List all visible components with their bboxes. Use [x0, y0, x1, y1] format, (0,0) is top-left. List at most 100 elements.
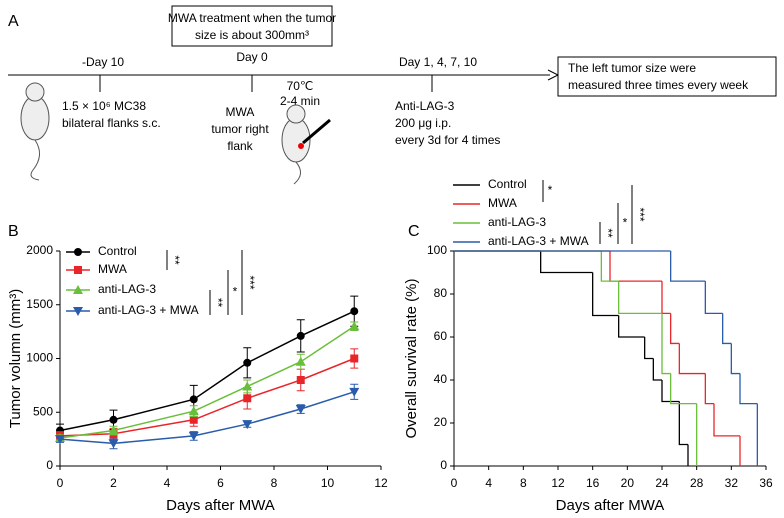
y-tick-label: 0 — [440, 458, 447, 472]
marker — [188, 431, 199, 441]
step-text: 70℃ — [287, 79, 314, 93]
significance-label: * — [233, 285, 238, 299]
timepoint: Day 1, 4, 7, 10 — [399, 55, 477, 69]
marker — [55, 435, 65, 445]
panel-label: A — [8, 13, 19, 30]
data-line — [59, 310, 355, 432]
significance-label: *** — [633, 207, 647, 221]
y-axis-label: Tumor volumn (mm³) — [7, 289, 24, 428]
marker — [350, 307, 359, 316]
legend-label: anti-LAG-3 + MWA — [488, 234, 589, 248]
survival-step — [670, 251, 706, 282]
x-axis-label: Days after MWA — [166, 497, 275, 514]
panel-label: C — [408, 223, 420, 240]
x-tick-label: 0 — [57, 476, 64, 490]
marker — [189, 395, 198, 404]
survival-step — [704, 281, 723, 314]
significance-label: ** — [601, 228, 615, 238]
marker — [108, 439, 119, 449]
survival-step — [704, 373, 714, 405]
marker — [73, 307, 83, 316]
marker — [295, 405, 306, 415]
marker — [189, 415, 198, 424]
marker — [243, 358, 252, 367]
y-tick-label: 100 — [427, 243, 447, 257]
significance-label: * — [548, 183, 553, 197]
marker — [349, 387, 360, 397]
step-text: MWA — [226, 105, 255, 119]
legend-label: MWA — [98, 262, 127, 276]
legend-label: Control — [98, 244, 137, 258]
y-tick-label: 60 — [434, 329, 448, 343]
survival-step — [661, 380, 680, 403]
survival-step — [670, 313, 680, 345]
survival-step — [730, 343, 740, 375]
survival-step — [652, 358, 662, 381]
legend-label: anti-LAG-3 — [98, 282, 156, 296]
x-tick-label: 6 — [217, 476, 224, 490]
timepoint: Day 0 — [236, 50, 268, 64]
marker — [109, 415, 118, 424]
y-tick-label: 1000 — [26, 351, 53, 365]
mouse-icon — [20, 82, 50, 181]
marker — [108, 425, 119, 435]
significance-label: ** — [168, 255, 182, 265]
y-axis-label: Overall survival rate (%) — [403, 278, 420, 438]
x-tick-label: 8 — [271, 476, 278, 490]
step-text: Anti-LAG-3 — [395, 99, 455, 113]
data-line — [59, 357, 355, 437]
survival-step — [592, 272, 619, 317]
marker — [188, 406, 199, 416]
x-tick-label: 20 — [621, 476, 635, 490]
significance-label: ** — [211, 298, 225, 308]
survival-step — [644, 337, 654, 360]
box-text: MWA treatment when the tumor — [168, 11, 336, 25]
survival-step — [618, 315, 645, 338]
step-text: every 3d for 4 times — [395, 133, 500, 147]
survival-step — [618, 281, 662, 314]
marker — [243, 394, 252, 403]
survival-step — [609, 251, 662, 282]
y-tick-label: 2000 — [26, 243, 53, 257]
marker — [349, 321, 360, 331]
marker — [242, 420, 253, 430]
step-text: 200 μg i.p. — [395, 116, 451, 130]
data-line — [59, 325, 355, 439]
data-line — [59, 391, 355, 445]
marker — [242, 381, 253, 391]
legend-label: anti-LAG-3 + MWA — [98, 303, 199, 317]
result-box — [557, 56, 777, 97]
y-tick-label: 500 — [33, 404, 53, 418]
step-text: 1.5 × 10⁶ MC38 — [62, 99, 146, 113]
marker — [350, 354, 359, 363]
x-axis-label: Days after MWA — [556, 497, 665, 514]
step-text: tumor right — [211, 122, 269, 136]
x-tick-label: 12 — [374, 476, 388, 490]
treatment-box — [171, 5, 333, 47]
panel-label: B — [8, 223, 19, 240]
x-tick-label: 36 — [759, 476, 773, 490]
legend-label: anti-LAG-3 — [488, 215, 546, 229]
timepoint: -Day 10 — [82, 55, 124, 69]
marker — [74, 248, 82, 256]
y-tick-label: 40 — [434, 372, 448, 386]
x-tick-label: 12 — [551, 476, 565, 490]
step-text: bilateral flanks s.c. — [62, 116, 161, 130]
x-tick-label: 28 — [690, 476, 704, 490]
x-tick-label: 2 — [110, 476, 117, 490]
box-text: size is about 300mm³ — [195, 28, 309, 42]
survival-step — [540, 251, 593, 274]
x-tick-label: 32 — [725, 476, 739, 490]
y-tick-label: 20 — [434, 415, 448, 429]
survival-step — [661, 313, 671, 375]
marker — [74, 266, 82, 274]
y-tick-label: 80 — [434, 286, 448, 300]
mouse-icon — [281, 104, 331, 185]
survival-step — [678, 401, 688, 446]
survival-step — [600, 251, 619, 282]
box-text: The left tumor size were — [568, 61, 696, 75]
x-tick-label: 4 — [485, 476, 492, 490]
step-text: 2-4 min — [280, 94, 320, 108]
